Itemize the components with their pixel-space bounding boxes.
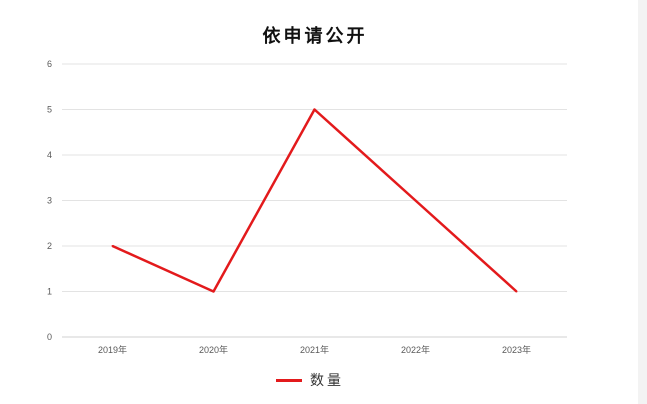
y-tick-label: 6: [47, 59, 52, 69]
y-tick-label: 0: [47, 332, 52, 342]
data-point: [212, 290, 215, 293]
y-tick-label: 3: [47, 196, 52, 206]
y-tick-label: 4: [47, 150, 52, 160]
x-tick-label: 2021年: [300, 344, 329, 355]
y-tick-label: 5: [47, 105, 52, 115]
x-tick-label: 2020年: [199, 344, 228, 355]
data-point: [313, 108, 316, 111]
legend: 数量: [276, 370, 344, 390]
data-point: [414, 199, 417, 202]
x-tick-label: 2022年: [401, 344, 430, 355]
data-point: [111, 245, 114, 247]
chart-title: 依申请公开: [262, 26, 368, 47]
y-tick-label: 2: [47, 241, 52, 251]
window-edge: [638, 0, 647, 404]
legend-line-marker: [276, 378, 302, 382]
y-tick-label: 1: [47, 287, 52, 297]
x-tick-label: 2023年: [502, 344, 531, 355]
legend-label: 数量: [310, 373, 344, 389]
x-tick-label: 2019年: [98, 344, 127, 355]
data-point: [515, 290, 518, 293]
